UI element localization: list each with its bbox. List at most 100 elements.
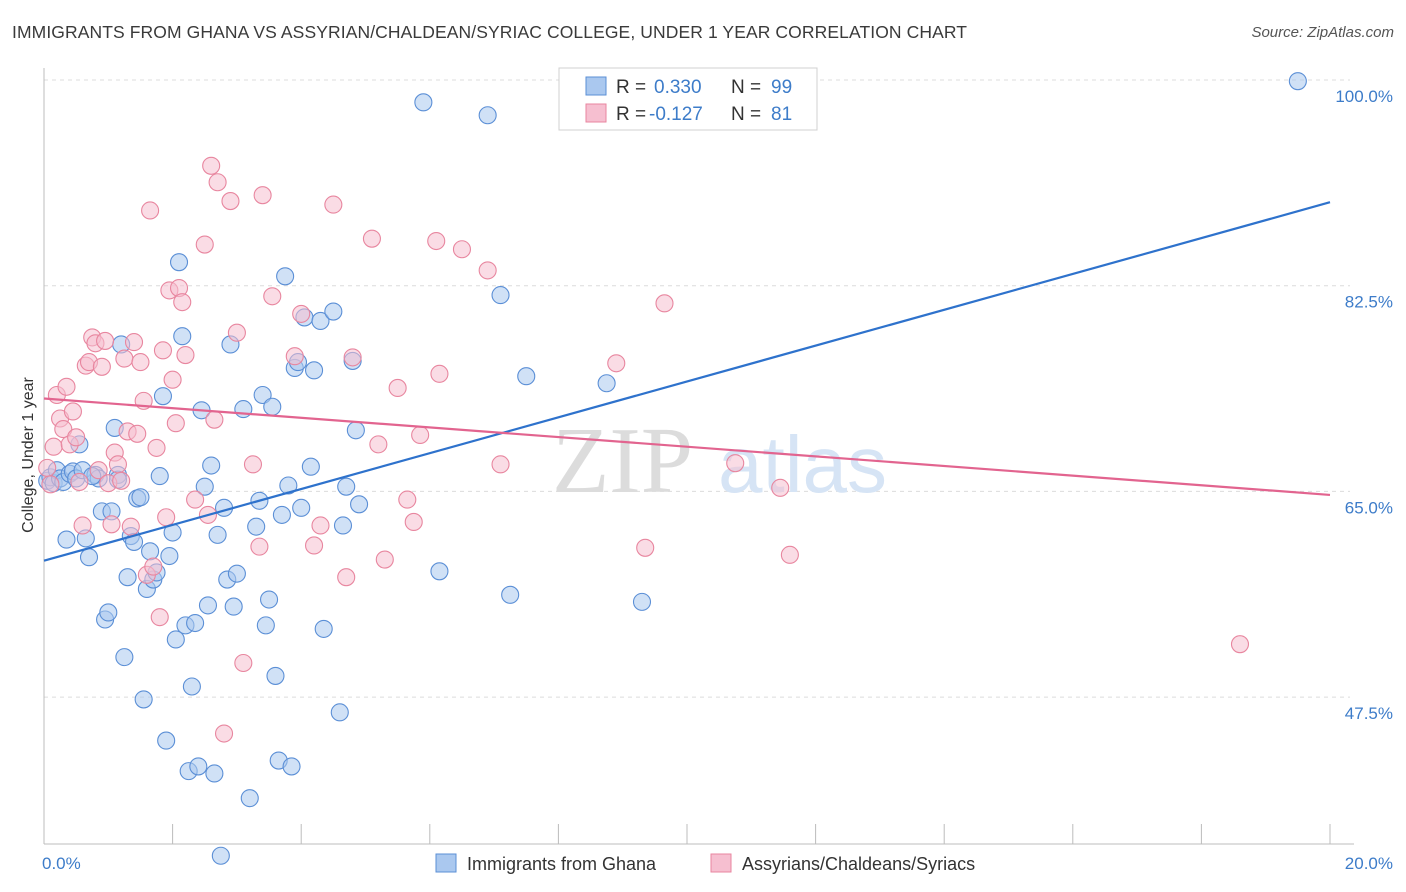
ghana-point-18 <box>99 603 118 622</box>
ghana-point-40 <box>169 253 189 272</box>
assyrian-point-75 <box>478 261 497 280</box>
legend-n-value-1: 99 <box>771 77 792 98</box>
watermark-atlas: atlas <box>718 420 887 509</box>
ghana-point-93 <box>517 367 536 386</box>
assyrian-point-40 <box>166 414 185 433</box>
assyrian-point-26 <box>121 517 140 536</box>
ghana-point-83 <box>333 516 353 535</box>
assyrian-point-33 <box>144 557 163 576</box>
ghana-point-67 <box>266 666 285 685</box>
assyrian-point-83 <box>771 478 790 497</box>
ghana-point-79 <box>311 311 330 331</box>
ghana-point-23 <box>115 648 134 667</box>
ghana-point-53 <box>211 846 230 865</box>
ghana-point-60 <box>240 789 259 808</box>
bottom-swatch-assyrian <box>710 853 732 873</box>
assyrian-point-10 <box>70 472 89 492</box>
assyrian-point-29 <box>131 353 150 372</box>
ghana-point-95 <box>632 592 652 611</box>
y-tick-label-1: 65.0% <box>1345 498 1393 517</box>
legend-r-value-1: 0.330 <box>654 77 702 98</box>
ghana-point-78 <box>305 361 324 380</box>
assyrian-point-9 <box>67 428 86 447</box>
ghana-point-57 <box>224 597 243 616</box>
assyrian-point-72 <box>427 231 446 251</box>
assyrian-point-50 <box>214 724 234 743</box>
assyrian-point-27 <box>124 333 144 352</box>
assyrian-point-80 <box>726 454 745 473</box>
assyrian-point-82 <box>1230 635 1250 654</box>
assyrian-point-53 <box>234 653 253 673</box>
assyrian-point-35 <box>150 608 169 627</box>
assyrian-point-52 <box>227 323 246 342</box>
assyrian-point-51 <box>221 192 240 211</box>
ghana-point-31 <box>141 542 160 561</box>
assyrian-point-11 <box>73 516 92 535</box>
trend-line-ghana <box>43 201 1331 562</box>
ghana-point-46 <box>189 757 208 776</box>
legend-r-label-2: R = <box>616 104 646 125</box>
ghana-point-61 <box>247 517 266 536</box>
assyrian-point-54 <box>243 455 263 474</box>
assyrian-point-32 <box>141 201 160 220</box>
axes <box>43 68 1354 845</box>
ghana-point-36 <box>157 731 176 750</box>
assyrian-point-20 <box>102 515 121 534</box>
ghana-point-58 <box>227 564 246 583</box>
ghana-point-90 <box>478 106 497 125</box>
y-axis-label: College, Under 1 year <box>20 377 37 533</box>
ghana-point-66 <box>263 397 282 416</box>
assyrian-point-8 <box>63 402 82 421</box>
ghana-point-86 <box>346 421 365 440</box>
ghana-point-6 <box>57 530 76 549</box>
x-tick-label-0: 0.0% <box>42 854 81 873</box>
assyrian-point-39 <box>163 370 182 389</box>
ghana-point-92 <box>501 585 520 604</box>
assyrian-point-28 <box>128 424 147 443</box>
assyrian-point-55 <box>250 537 269 556</box>
assyrian-point-2 <box>44 437 63 456</box>
series-assyrian-points <box>38 156 1250 743</box>
legend-r-value-2: -0.127 <box>649 104 703 125</box>
watermark-zip: ZIP <box>552 409 693 513</box>
assyrian-point-73 <box>430 364 449 383</box>
assyrian-point-76 <box>491 455 510 474</box>
assyrian-point-71 <box>411 425 430 445</box>
ghana-point-94 <box>597 374 616 393</box>
assyrian-point-61 <box>311 516 330 535</box>
ghana-point-49 <box>198 596 218 615</box>
assyrian-point-6 <box>57 377 76 396</box>
ghana-point-77 <box>301 457 320 476</box>
legend-swatch-ghana <box>585 76 607 96</box>
legend-n-label-1: N = <box>731 77 761 98</box>
assyrian-point-70 <box>404 512 423 531</box>
ghana-point-45 <box>186 613 205 633</box>
assyrian-point-24 <box>115 349 134 368</box>
assyrian-point-36 <box>153 341 173 360</box>
x-tick-label-1: 20.0% <box>1345 854 1393 873</box>
assyrian-point-16 <box>89 461 108 480</box>
assyrian-point-18 <box>96 331 115 350</box>
assyrian-point-68 <box>388 378 407 398</box>
ghana-point-37 <box>160 546 179 566</box>
y-tick-label-0: 47.5% <box>1345 704 1393 723</box>
ghana-point-84 <box>337 477 356 496</box>
source-label: Source: ZipAtlas.com <box>1251 24 1394 41</box>
ghana-point-63 <box>253 385 272 405</box>
ghana-point-51 <box>205 764 224 783</box>
ghana-point-13 <box>79 548 99 567</box>
assyrian-point-22 <box>108 455 127 474</box>
ghana-point-50 <box>202 456 221 475</box>
ghana-point-24 <box>118 568 137 587</box>
legend-n-label-2: N = <box>731 104 761 125</box>
assyrian-point-57 <box>263 287 282 306</box>
assyrian-point-63 <box>337 568 356 587</box>
ghana-point-91 <box>491 286 510 305</box>
assyrian-point-56 <box>253 186 272 205</box>
ghana-point-65 <box>259 590 279 609</box>
assyrian-point-60 <box>305 536 324 555</box>
assyrian-point-64 <box>343 348 362 367</box>
stats-legend: R = 0.330 N = 99 R = -0.127 N = 81 <box>558 67 818 131</box>
assyrian-point-44 <box>186 490 205 509</box>
